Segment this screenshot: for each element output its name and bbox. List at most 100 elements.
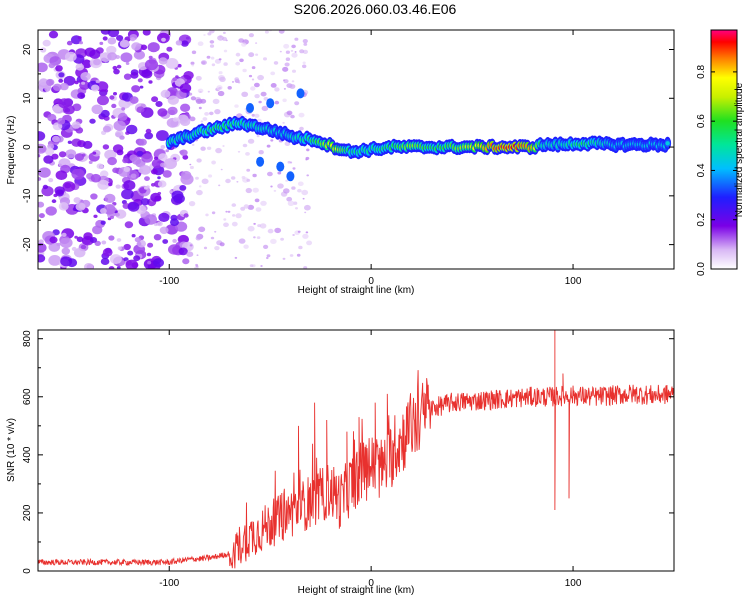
noise-blob: [83, 140, 93, 149]
noise-blob: [244, 115, 247, 118]
noise-blob: [214, 109, 221, 115]
noise-blob: [245, 152, 250, 156]
noise-blob: [243, 204, 249, 209]
noise-blob: [119, 135, 125, 140]
noise-blob: [127, 201, 140, 212]
noise-blob: [38, 239, 44, 244]
noise-blob: [257, 224, 261, 228]
snr-panel: -100 0 100 800 600 400 200 0 Height of straigh…: [6, 329, 675, 596]
noise-blob: [113, 68, 120, 75]
noise-blob: [206, 55, 211, 59]
noise-blob: [38, 213, 45, 219]
noise-blob: [108, 266, 115, 269]
noise-blob: [295, 207, 298, 210]
noise-blob: [48, 178, 54, 183]
noise-blob: [136, 106, 145, 113]
noise-blob: [38, 143, 47, 154]
noise-blob: [91, 104, 103, 115]
noise-blob: [123, 180, 136, 191]
noise-blob: [283, 188, 290, 194]
noise-blob: [55, 170, 68, 180]
noise-blob: [254, 198, 260, 203]
spectrogram-x-ticks: -100 0 100: [159, 30, 582, 287]
noise-blob: [137, 78, 143, 83]
noise-blob: [138, 138, 147, 146]
noise-blob: [219, 76, 226, 82]
noise-blob: [306, 174, 310, 177]
noise-blob: [148, 80, 153, 84]
noise-blob: [64, 51, 77, 62]
noise-blob: [235, 213, 242, 219]
noise-blob: [123, 166, 131, 172]
noise-blob: [235, 61, 241, 66]
ridge-lobe: [266, 98, 275, 109]
noise-blob: [136, 241, 142, 246]
noise-blob: [38, 242, 47, 253]
noise-blob: [80, 72, 91, 81]
noise-blob: [188, 201, 196, 207]
x-tick-label: -100: [159, 276, 179, 287]
noise-blob: [61, 247, 70, 255]
noise-blob: [232, 81, 234, 83]
noise-blob: [100, 30, 111, 35]
noise-blob: [100, 258, 110, 265]
noise-blob: [141, 153, 153, 163]
noise-blob: [234, 104, 239, 108]
noise-blob: [154, 156, 158, 160]
noise-blob: [142, 30, 151, 36]
noise-blob: [71, 246, 77, 251]
noise-blob: [54, 186, 65, 195]
noise-blob: [207, 32, 212, 36]
noise-blob: [238, 38, 245, 43]
noise-blob: [241, 91, 249, 98]
noise-blob: [245, 187, 252, 194]
noise-blob: [267, 171, 273, 177]
noise-blob: [223, 222, 229, 228]
noise-blob: [278, 30, 285, 34]
noise-blob: [280, 237, 284, 241]
colorbar: 0.0 0.2 0.4 0.6 0.8 Normalized spectral ampl…: [696, 29, 745, 276]
noise-blob: [83, 232, 93, 241]
noise-blob: [234, 256, 238, 259]
noise-blob: [254, 113, 260, 118]
noise-blob: [179, 150, 184, 155]
noise-blob: [136, 150, 144, 157]
noise-blob: [121, 107, 126, 111]
noise-blob: [107, 157, 117, 166]
noise-blob: [63, 104, 75, 115]
noise-blob: [251, 78, 255, 81]
noise-blob: [247, 204, 255, 210]
noise-blob: [102, 248, 113, 257]
x-tick-label: 100: [565, 276, 582, 287]
noise-blob: [141, 69, 153, 79]
ridge-lobe: [296, 88, 305, 99]
noise-blob: [100, 220, 106, 225]
noise-blob: [90, 173, 102, 183]
snr-y-label: SNR (10 * v/v): [6, 418, 17, 482]
noise-blob: [204, 112, 210, 116]
noise-blob: [267, 228, 274, 234]
noise-blob: [252, 187, 259, 193]
noise-blob: [243, 244, 249, 249]
noise-blob: [242, 143, 248, 148]
noise-blob: [95, 79, 101, 84]
y-tick-label: -20: [22, 237, 33, 252]
noise-blob: [270, 83, 277, 88]
noise-blob: [158, 212, 170, 222]
noise-blob: [71, 121, 81, 129]
noise-blob: [231, 203, 237, 207]
noise-blob: [170, 218, 179, 226]
noise-blob: [145, 128, 152, 134]
noise-blob: [60, 256, 73, 267]
noise-blob: [158, 57, 168, 65]
y-tick-label: 600: [22, 388, 33, 405]
noise-blob: [43, 155, 54, 164]
noise-blob: [252, 173, 257, 178]
noise-blob: [102, 144, 110, 150]
noise-blob: [274, 227, 282, 234]
colorbar-tick-label: 0.8: [696, 64, 707, 78]
noise-blob: [219, 242, 225, 247]
noise-blob: [227, 86, 232, 90]
noise-blob: [144, 132, 154, 140]
noise-blob: [223, 62, 228, 66]
